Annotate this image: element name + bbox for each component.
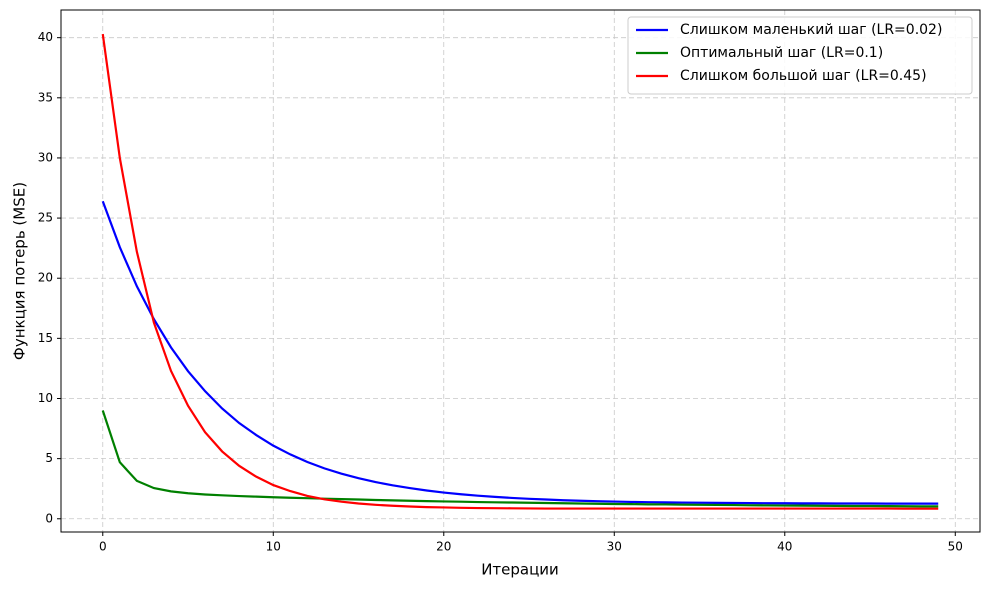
line xyxy=(101,33,939,510)
x-tick-label: 30 xyxy=(607,540,622,554)
legend: Слишком маленький шаг (LR=0.02) Оптимальн… xyxy=(627,16,973,95)
y-tick-label: 10 xyxy=(38,391,53,405)
y-tick-label: 0 xyxy=(45,511,53,525)
line xyxy=(101,410,939,508)
y-tick-label: 30 xyxy=(38,150,53,164)
y-tick-label: 40 xyxy=(38,30,53,44)
legend-label: Слишком маленький шаг (LR=0.02) xyxy=(680,22,942,38)
y-tick-label: 20 xyxy=(38,271,53,285)
x-axis-label: Итерации xyxy=(481,561,559,579)
y-tick-label: 35 xyxy=(38,90,53,104)
line xyxy=(101,200,939,505)
y-tick-label: 25 xyxy=(38,211,53,225)
x-tick-label: 0 xyxy=(99,540,107,554)
x-tick-label: 20 xyxy=(436,540,451,554)
plot-frame xyxy=(60,9,981,533)
legend-box xyxy=(627,16,973,95)
y-tick-label: 5 xyxy=(45,451,53,465)
x-tick-label: 40 xyxy=(777,540,792,554)
x-tick-label: 50 xyxy=(948,540,963,554)
x-tick-label: 10 xyxy=(266,540,281,554)
legend-label: Оптимальный шаг (LR=0.1) xyxy=(680,45,883,61)
y-axis-label: Функция потерь (MSE) xyxy=(11,182,29,360)
y-tick-label: 15 xyxy=(38,331,53,345)
legend-label: Слишком большой шаг (LR=0.45) xyxy=(680,68,927,84)
